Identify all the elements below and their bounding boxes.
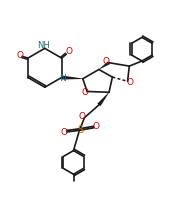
Polygon shape xyxy=(97,92,109,106)
Text: NH: NH xyxy=(37,41,50,50)
Text: O: O xyxy=(103,57,110,66)
Polygon shape xyxy=(62,75,83,80)
Text: O: O xyxy=(16,51,23,60)
Text: N: N xyxy=(59,74,66,83)
Text: O: O xyxy=(61,128,68,137)
Text: O: O xyxy=(127,78,134,87)
Text: O: O xyxy=(92,122,99,131)
Text: O: O xyxy=(78,112,86,121)
Text: O: O xyxy=(81,88,88,97)
Text: S: S xyxy=(77,125,83,135)
Polygon shape xyxy=(99,61,110,70)
Text: O: O xyxy=(66,47,73,56)
